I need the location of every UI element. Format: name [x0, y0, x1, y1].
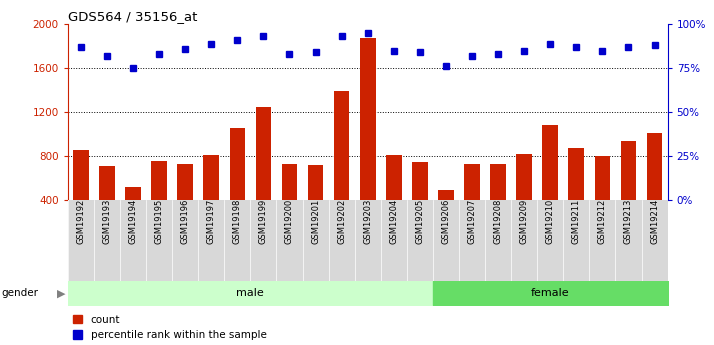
Bar — [73, 150, 89, 244]
Bar — [334, 91, 349, 244]
Bar — [177, 164, 193, 244]
Text: ▶: ▶ — [57, 288, 66, 298]
Text: GDS564 / 35156_at: GDS564 / 35156_at — [68, 10, 197, 23]
Bar — [256, 107, 271, 244]
Bar — [308, 165, 323, 244]
Bar — [281, 164, 297, 244]
Bar — [412, 161, 428, 244]
Bar — [543, 125, 558, 244]
Bar — [595, 156, 610, 244]
Bar — [647, 133, 663, 244]
Bar — [516, 154, 532, 244]
Bar — [203, 155, 219, 244]
Bar — [620, 141, 636, 244]
Bar — [229, 128, 245, 244]
Bar — [568, 148, 584, 244]
Bar — [464, 164, 480, 244]
Bar — [99, 166, 115, 244]
Text: male: male — [236, 288, 264, 298]
Bar — [438, 190, 454, 244]
Bar — [386, 155, 401, 244]
Bar — [125, 187, 141, 244]
Legend: count, percentile rank within the sample: count, percentile rank within the sample — [73, 315, 266, 340]
Bar — [491, 164, 506, 244]
Text: gender: gender — [1, 288, 39, 298]
Text: female: female — [531, 288, 570, 298]
Bar — [360, 38, 376, 244]
Bar — [151, 160, 167, 244]
